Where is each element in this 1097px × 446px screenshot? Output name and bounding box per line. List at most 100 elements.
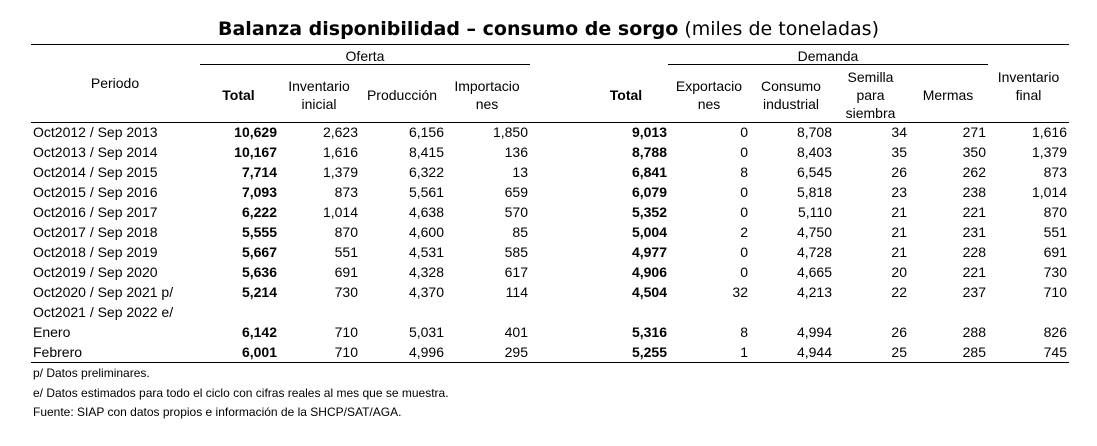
cell-inv-inicial: 1,014 (322, 204, 358, 220)
cell-periodo: Oct2014 / Sep 2015 (33, 164, 158, 180)
cell-produccion: 4,328 (408, 264, 444, 280)
cell-consumo: 4,944 (796, 344, 832, 360)
cell-semilla: 21 (891, 204, 907, 220)
cell-inv-inicial: 873 (334, 184, 358, 200)
cell-periodo: Oct2020 / Sep 2021 p/ (33, 284, 174, 300)
cell-exportaciones: 32 (732, 284, 748, 300)
cell-periodo: Oct2018 / Sep 2019 (33, 244, 158, 260)
cell-total-demanda: 5,004 (631, 224, 667, 240)
cell-produccion: 8,415 (408, 144, 444, 160)
cell-consumo: 5,818 (796, 184, 832, 200)
cell-produccion: 5,031 (408, 324, 444, 340)
cell-total-demanda: 4,906 (631, 264, 667, 280)
cell-importaciones: 585 (504, 244, 528, 260)
cell-consumo: 4,728 (796, 244, 832, 260)
oferta-rule (200, 64, 530, 65)
cell-semilla: 25 (891, 344, 907, 360)
cell-inv-final: 826 (1043, 324, 1067, 340)
cell-periodo: Oct2012 / Sep 2013 (33, 124, 158, 140)
cell-consumo: 4,994 (796, 324, 832, 340)
cell-importaciones: 85 (512, 224, 528, 240)
header-consumo-industrial: Consumo industrial (761, 78, 821, 112)
cell-inv-inicial: 691 (334, 264, 358, 280)
cell-mermas: 271 (962, 124, 986, 140)
cell-consumo: 6,545 (796, 164, 832, 180)
header-mermas: Mermas (922, 87, 974, 103)
demanda-rule (668, 64, 988, 65)
cell-mermas: 238 (962, 184, 986, 200)
cell-semilla: 26 (891, 324, 907, 340)
cell-semilla: 23 (891, 184, 907, 200)
cell-exportaciones: 1 (740, 344, 748, 360)
cell-mermas: 285 (962, 344, 986, 360)
cell-produccion: 5,561 (408, 184, 444, 200)
cell-produccion: 6,156 (408, 124, 444, 140)
cell-semilla: 22 (891, 284, 907, 300)
cell-mermas: 221 (962, 204, 986, 220)
cell-inv-final: 1,379 (1031, 144, 1067, 160)
title-main: Balanza disponibilidad – consumo de sorg… (218, 18, 679, 40)
cell-produccion: 4,638 (408, 204, 444, 220)
header-produccion: Producción (366, 87, 438, 103)
cell-importaciones: 136 (504, 144, 528, 160)
cell-total-oferta: 6,001 (241, 344, 277, 360)
cell-inv-inicial: 1,379 (322, 164, 358, 180)
group-oferta: Oferta (345, 48, 385, 64)
header-rule (31, 122, 1069, 123)
cell-inv-final: 870 (1043, 204, 1067, 220)
cell-inv-final: 873 (1043, 164, 1067, 180)
cell-total-oferta: 10,167 (234, 144, 277, 160)
cell-mermas: 262 (962, 164, 986, 180)
cell-total-demanda: 9,013 (631, 124, 667, 140)
cell-mermas: 221 (962, 264, 986, 280)
note-estimated: e/ Datos estimados para todo el ciclo co… (33, 386, 449, 400)
cell-semilla: 21 (891, 224, 907, 240)
cell-periodo: Febrero (33, 344, 83, 360)
top-rule (31, 44, 1069, 45)
cell-periodo: Oct2015 / Sep 2016 (33, 184, 158, 200)
cell-semilla: 20 (891, 264, 907, 280)
cell-mermas: 350 (962, 144, 986, 160)
cell-inv-inicial: 710 (334, 324, 358, 340)
cell-produccion: 6,322 (408, 164, 444, 180)
cell-periodo: Oct2021 / Sep 2022 e/ (33, 304, 174, 320)
cell-inv-final: 745 (1043, 344, 1067, 360)
header-total-d: Total (609, 87, 643, 103)
table-title: Balanza disponibilidad – consumo de sorg… (0, 18, 1097, 40)
cell-periodo: Oct2019 / Sep 2020 (33, 264, 158, 280)
cell-importaciones: 617 (504, 264, 528, 280)
cell-inv-inicial: 551 (334, 244, 358, 260)
cell-total-demanda: 5,352 (631, 204, 667, 220)
cell-consumo: 4,665 (796, 264, 832, 280)
cell-exportaciones: 0 (740, 184, 748, 200)
cell-total-demanda: 6,841 (631, 164, 667, 180)
cell-inv-final: 1,616 (1031, 124, 1067, 140)
cell-importaciones: 570 (504, 204, 528, 220)
cell-exportaciones: 0 (740, 244, 748, 260)
header-inventario-inicial: Inventario inicial (288, 78, 350, 112)
title-unit: (miles de toneladas) (684, 18, 879, 40)
cell-exportaciones: 2 (740, 224, 748, 240)
cell-inv-final: 1,014 (1031, 184, 1067, 200)
group-demanda: Demanda (797, 48, 859, 64)
cell-inv-inicial: 870 (334, 224, 358, 240)
cell-importaciones: 659 (504, 184, 528, 200)
cell-semilla: 21 (891, 244, 907, 260)
cell-total-oferta: 5,636 (241, 264, 277, 280)
cell-produccion: 4,531 (408, 244, 444, 260)
cell-inv-inicial: 710 (334, 344, 358, 360)
note-preliminary: p/ Datos preliminares. (33, 366, 150, 380)
cell-semilla: 26 (891, 164, 907, 180)
cell-exportaciones: 0 (740, 264, 748, 280)
cell-exportaciones: 0 (740, 144, 748, 160)
cell-exportaciones: 0 (740, 204, 748, 220)
cell-consumo: 8,708 (796, 124, 832, 140)
header-total: Total (222, 87, 255, 103)
cell-semilla: 35 (891, 144, 907, 160)
bottom-rule (31, 362, 1069, 363)
cell-total-oferta: 7,093 (241, 184, 277, 200)
cell-produccion: 4,600 (408, 224, 444, 240)
cell-produccion: 4,370 (408, 284, 444, 300)
cell-exportaciones: 8 (740, 164, 748, 180)
header-inventario-final: Inventario final (997, 69, 1060, 103)
